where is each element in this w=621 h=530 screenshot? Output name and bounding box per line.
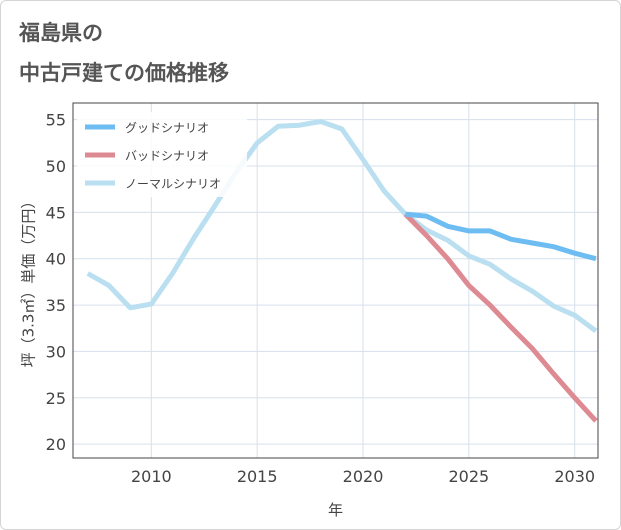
series-line-bad xyxy=(403,212,598,423)
x-tick-label-2010: 2010 xyxy=(131,467,172,486)
x-tick-label-2015: 2015 xyxy=(237,467,278,486)
legend-label-normal[interactable]: ノーマルシナリオ xyxy=(125,177,221,191)
x-tick-label-2030: 2030 xyxy=(554,467,595,486)
y-axis-ticks: 20 25 30 35 40 45 50 55 xyxy=(46,111,66,454)
x-axis-ticks: 2010 2015 2020 2025 2030 xyxy=(131,467,595,486)
series-line-good xyxy=(405,211,597,262)
y-tick-label-35: 35 xyxy=(46,296,66,315)
y-axis-title: 坪（3.3㎡）単価（万円） xyxy=(20,194,38,368)
y-tick-label-20: 20 xyxy=(46,435,66,454)
y-tick-label-40: 40 xyxy=(46,250,66,269)
y-tick-label-45: 45 xyxy=(46,203,66,222)
series-line-normal xyxy=(86,119,598,334)
y-tick-label-30: 30 xyxy=(46,342,66,361)
chart-title-line2: 中古戸建ての価格推移 xyxy=(19,61,229,85)
x-tick-label-2025: 2025 xyxy=(449,467,490,486)
y-tick-label-55: 55 xyxy=(46,111,66,130)
x-axis-title: 年 xyxy=(328,501,343,519)
series-lines xyxy=(86,119,598,423)
plot-frame xyxy=(72,102,599,459)
y-tick-label-50: 50 xyxy=(46,157,66,176)
x-tick-label-2020: 2020 xyxy=(343,467,384,486)
legend-label-bad[interactable]: バッドシナリオ xyxy=(125,149,209,163)
chart-title-line1: 福島県の xyxy=(19,21,103,45)
legend-label-good[interactable]: グッドシナリオ xyxy=(125,121,209,135)
y-tick-label-25: 25 xyxy=(46,389,66,408)
